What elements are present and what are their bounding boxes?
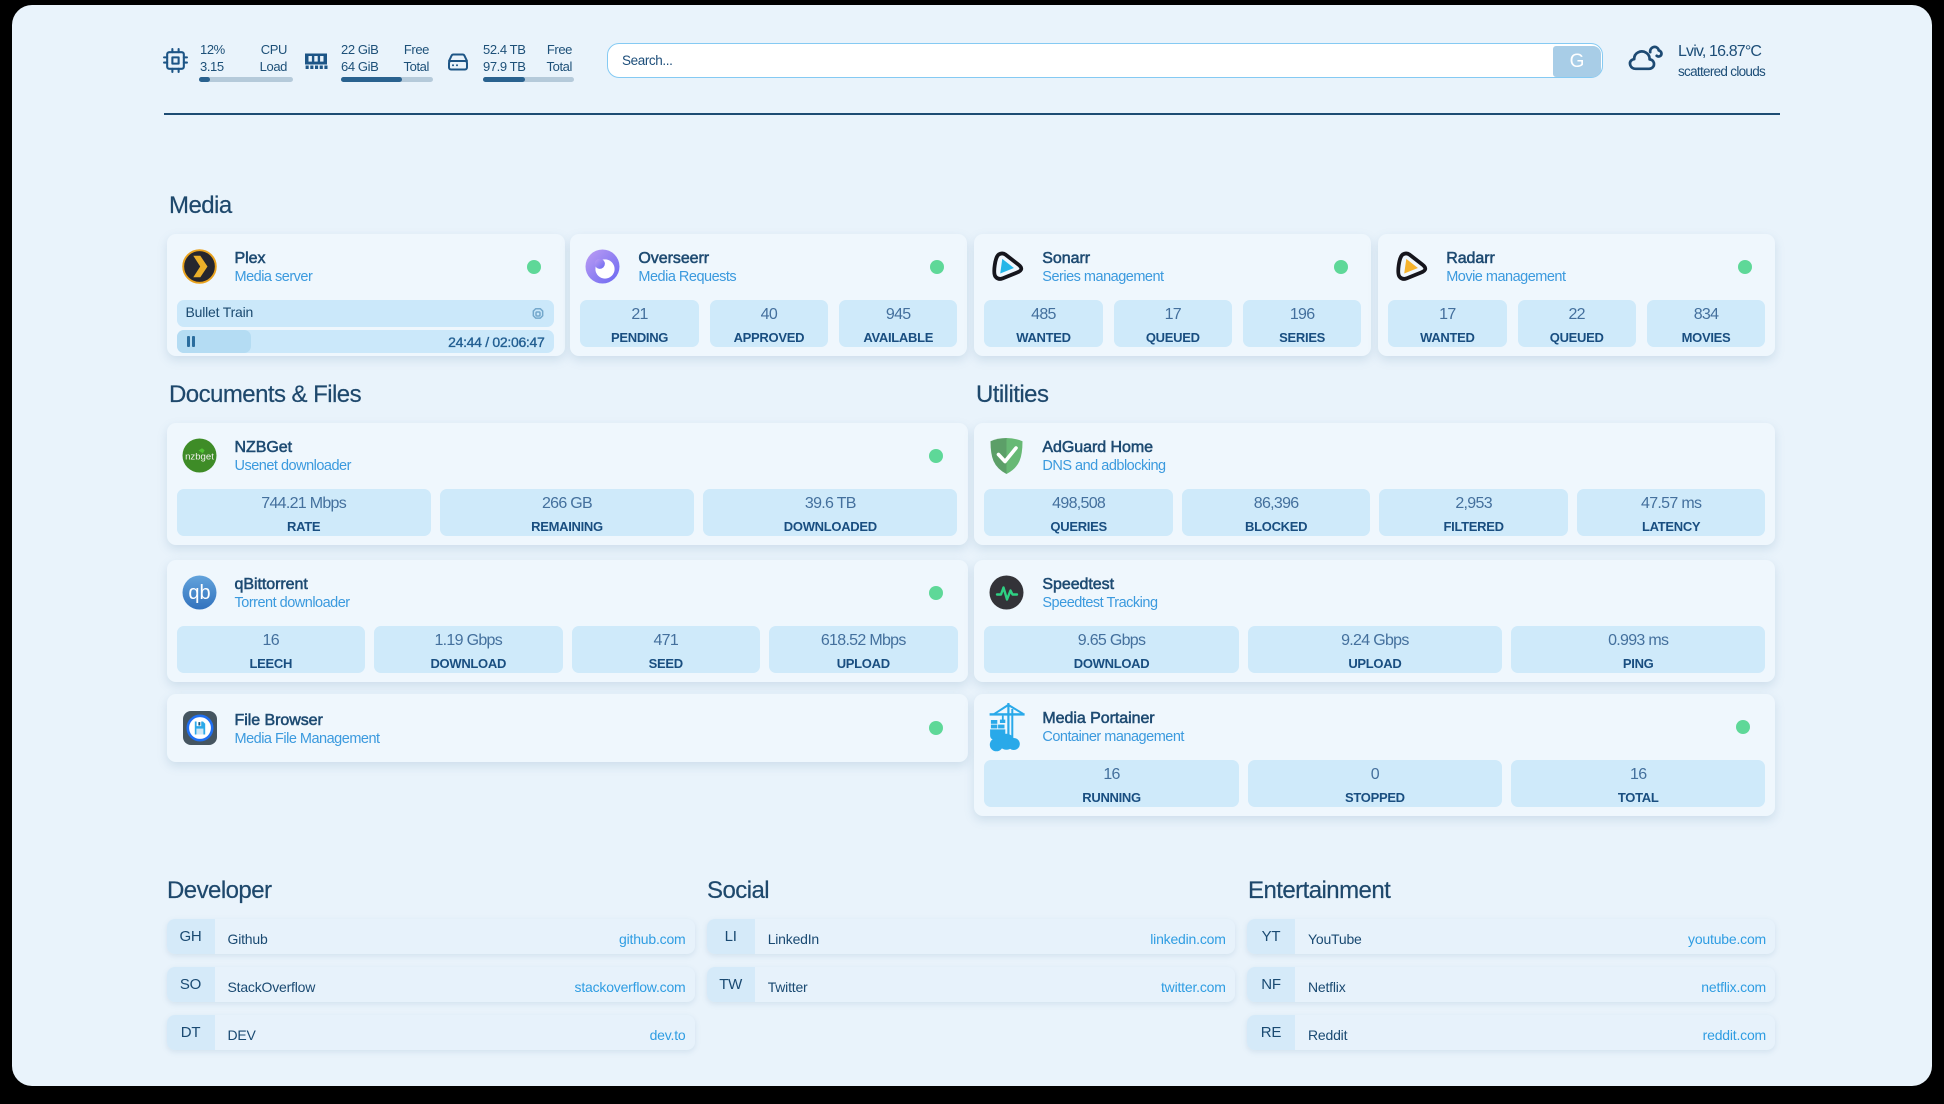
svg-text:qb: qb bbox=[188, 582, 210, 604]
svg-text:nzbget: nzbget bbox=[185, 452, 214, 463]
